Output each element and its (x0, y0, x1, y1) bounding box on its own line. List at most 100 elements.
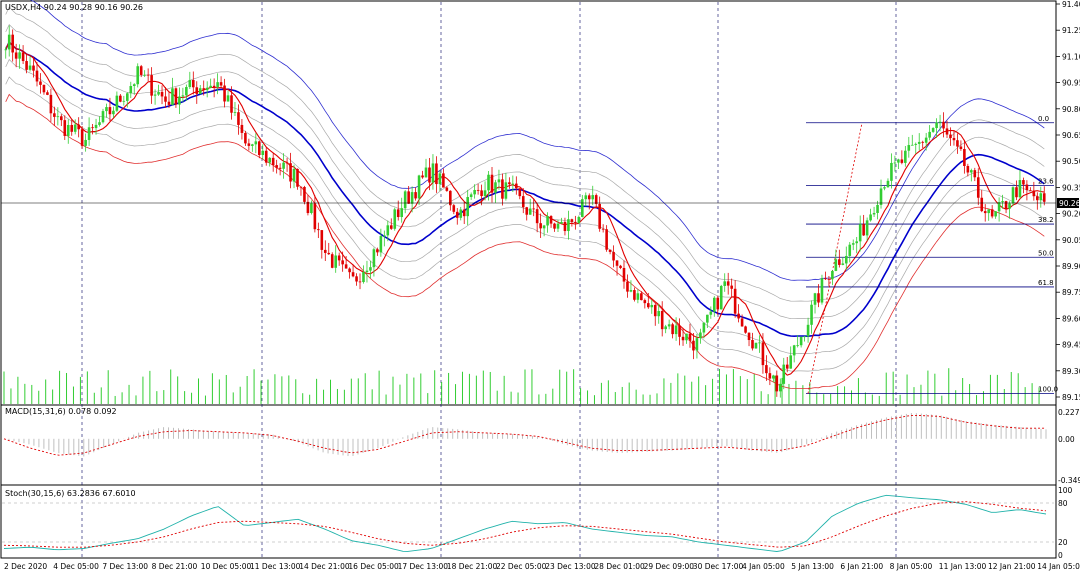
candle-body (157, 91, 160, 95)
candle-body (289, 163, 292, 182)
candle-body (709, 311, 713, 315)
candle-body (952, 138, 956, 141)
time-tick-label: 29 Dec 09:00 (644, 562, 695, 571)
fibonacci-retracement: 0.0 23.6 38.2 50.0 61.8 100.0 (806, 115, 1058, 394)
candle-body (1042, 193, 1046, 202)
candle-body (431, 163, 435, 183)
candle-body (904, 150, 907, 163)
candle-body (931, 128, 935, 132)
candle-body (980, 197, 984, 212)
candle-body (365, 270, 369, 273)
candle-body (785, 364, 789, 369)
candle-body (827, 279, 831, 280)
candle-body (990, 209, 994, 217)
candle-body (466, 197, 469, 217)
candle-body (42, 84, 46, 93)
candle-body (268, 157, 272, 163)
candle-body (702, 322, 706, 333)
candle-body (1022, 180, 1025, 185)
candle-body (35, 70, 39, 82)
candle-body (667, 324, 671, 327)
stoch-tick-label: 20 (1058, 538, 1068, 547)
candle-body (247, 143, 251, 146)
candle-body (692, 340, 695, 351)
time-tick-label: 12 Jan 21:00 (988, 562, 1036, 571)
time-tick-label: 23 Dec 13:00 (545, 562, 596, 571)
candle-body (400, 208, 403, 218)
candle-body (393, 209, 397, 229)
time-axis: 2 Dec 2020 4 Dec 05:00 7 Dec 13:00 8 Dec 21… (4, 562, 1080, 571)
candle-body (678, 325, 681, 337)
candle-body (893, 162, 897, 164)
candle-body (341, 260, 344, 265)
candle-body (886, 180, 890, 188)
candle-body (455, 211, 459, 218)
candle-body (181, 95, 185, 97)
candle-body (747, 332, 751, 341)
candle-body (556, 223, 560, 229)
candle-body (337, 255, 341, 261)
candle-body (963, 148, 966, 166)
candle-body (601, 228, 605, 230)
candle-body (528, 208, 532, 215)
candle-body (1029, 190, 1032, 191)
candle-body (355, 276, 358, 282)
stoch-signal-line (3, 501, 1047, 548)
candle-body (935, 122, 938, 129)
candle-body (323, 249, 327, 253)
candle-body (587, 195, 591, 200)
stoch-main-line (3, 494, 1047, 552)
stoch-pane-frame (0, 484, 1057, 559)
candle-body (63, 120, 67, 136)
candle-body (567, 219, 570, 232)
macd-tick-label: -0.349 (1058, 476, 1080, 485)
price-tick-label: 90.50 (1062, 157, 1080, 166)
stoch-title: Stoch(30,15,6) 63.2836 67.6010 (5, 489, 136, 498)
candle-body (712, 297, 716, 312)
candle-body (782, 364, 786, 384)
candle-body (660, 311, 664, 330)
candle-body (997, 202, 1001, 212)
price-tick-label: 90.20 (1062, 210, 1080, 219)
candle-body (730, 285, 733, 289)
candle-body (4, 49, 8, 51)
macd-signal-line (3, 414, 1046, 456)
candle-body (403, 191, 407, 209)
main-chart-title: USDX,H4 90.24 90.28 90.16 90.26 (5, 3, 143, 12)
time-tick-label: 4 Dec 05:00 (53, 562, 99, 571)
candle-body (254, 141, 258, 145)
candle-body (726, 281, 730, 286)
candle-body (473, 189, 476, 195)
macd-pane-frame (0, 404, 1057, 486)
candle-body (553, 223, 556, 229)
candle-body (320, 230, 324, 250)
candle-body (469, 194, 473, 198)
candle-body (775, 375, 779, 392)
last-price-tag (1057, 198, 1079, 208)
candle-body (865, 220, 869, 236)
candle-body (914, 143, 918, 145)
stoch-tick-label: 80 (1058, 499, 1068, 508)
candle-body (671, 324, 674, 335)
time-tick-label: 17 Dec 13:00 (398, 562, 449, 571)
candle-body (907, 145, 911, 151)
candle-body (39, 81, 42, 85)
candle-body (84, 139, 87, 146)
candle-body (271, 157, 275, 166)
candle-body (796, 345, 799, 347)
candle-body (66, 124, 70, 136)
candle-body (838, 259, 841, 265)
candle-body (129, 85, 133, 94)
candle-body (629, 290, 633, 292)
candle-body (70, 124, 74, 132)
candle-body (532, 208, 535, 210)
time-tick-label: 22 Dec 05:00 (496, 562, 547, 571)
candle-body (386, 225, 390, 236)
price-tick-label: 90.35 (1062, 183, 1080, 192)
candle-body (261, 150, 265, 156)
last-price-label: 90.26 (1059, 199, 1080, 208)
candle-body (539, 223, 542, 229)
price-tick-label: 89.45 (1062, 341, 1080, 350)
price-tick-label: 89.15 (1062, 393, 1080, 402)
candle-body (459, 209, 463, 218)
